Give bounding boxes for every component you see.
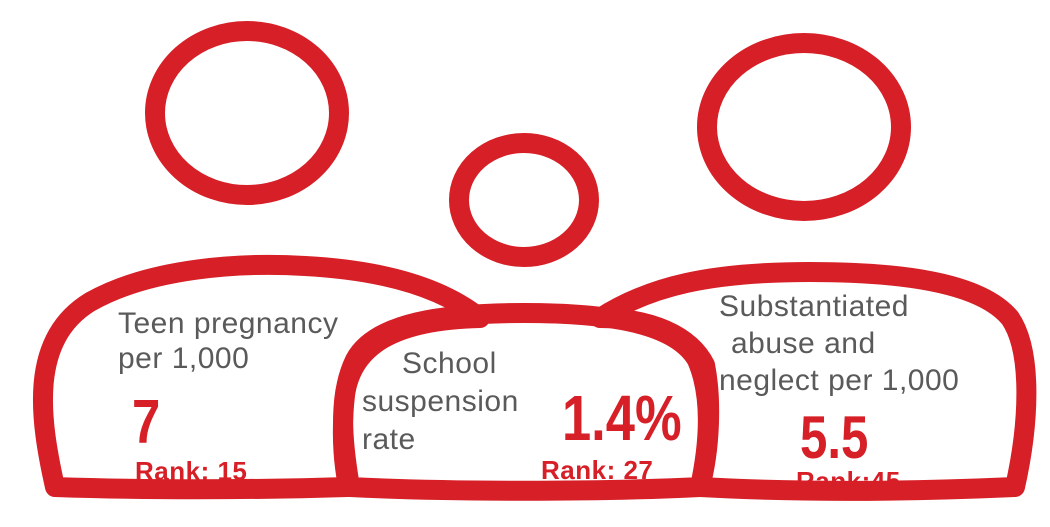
abuse-neglect-label-line3: neglect per 1,000 (719, 364, 960, 397)
right-person-head-icon (697, 33, 911, 221)
school-suspension-label-line1: School (402, 347, 497, 380)
teen-pregnancy-value: 7 (132, 388, 161, 457)
school-suspension-rank: Rank: 27 (541, 455, 654, 485)
teen-pregnancy-label-line1: Teen pregnancy (118, 307, 339, 340)
abuse-neglect-label-line1: Substantiated (719, 290, 909, 323)
left-person-head-icon (145, 21, 349, 205)
school-suspension-label-line2: suspension (362, 385, 519, 418)
teen-pregnancy-rank: Rank: 15 (135, 456, 248, 486)
abuse-neglect-rank: Rank:45 (796, 466, 901, 496)
school-suspension-value: 1.4% (562, 382, 682, 454)
school-suspension-label-line3: rate (362, 423, 416, 456)
abuse-neglect-label-line2: abuse and (731, 327, 876, 360)
center-person-body-icon (333, 303, 718, 501)
center-person-head-icon (449, 133, 599, 267)
teen-pregnancy-label-line2: per 1,000 (118, 342, 250, 375)
abuse-neglect-value: 5.5 (800, 404, 869, 471)
